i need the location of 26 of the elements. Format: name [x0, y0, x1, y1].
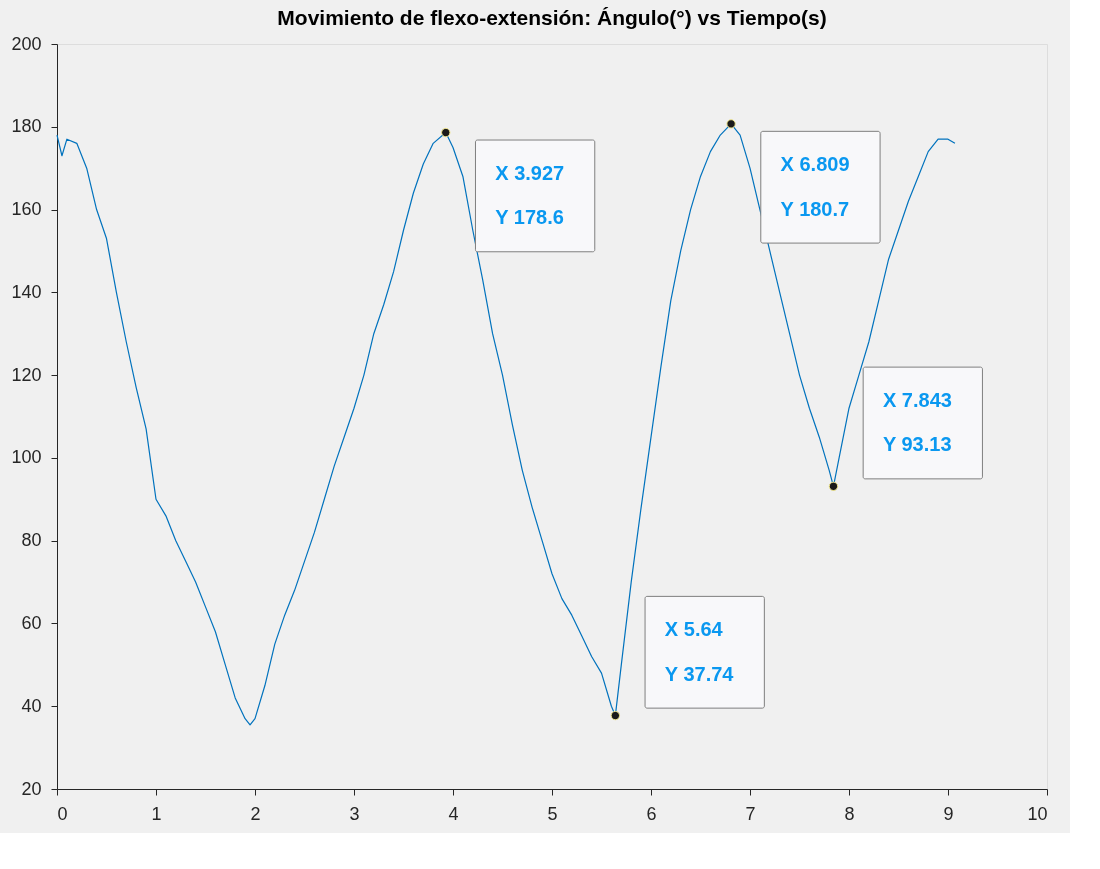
annotation: X 6.809 Y 180.7	[780, 152, 850, 220]
y-tick-label: 100	[11, 447, 42, 468]
y-tick-label: 140	[11, 281, 42, 302]
x-tick-label: 3	[349, 803, 360, 824]
x-tick-label: 8	[844, 803, 855, 824]
x-tick-label: 4	[448, 803, 459, 824]
y-tick-label: 40	[21, 695, 42, 716]
x-tick-label: 9	[943, 803, 954, 824]
x-tick-label: 6	[646, 803, 657, 824]
x-tick-label: 5	[547, 803, 558, 824]
annotation: X 3.927 Y 178.6	[495, 161, 565, 229]
y-tick-label: 80	[21, 530, 42, 551]
y-tick-label: 60	[21, 612, 42, 633]
x-tick-label: 1	[151, 803, 162, 824]
y-tick-label: 160	[11, 199, 42, 220]
x-tick-label: 7	[745, 803, 756, 824]
annotation: X 5.64 Y 37.74	[664, 617, 735, 685]
x-tick-label: 10	[1027, 803, 1048, 824]
x-tick-label: 0	[57, 803, 68, 824]
y-tick-label: 120	[11, 364, 42, 385]
x-tick-label: 2	[250, 803, 261, 824]
y-tick-label: 20	[21, 778, 42, 799]
y-tick-label: 200	[11, 33, 42, 54]
chart-title: Movimiento de flexo-extensión: Ángulo(°) vs Tiempo(s)	[277, 6, 827, 29]
annotation: X 7.843 Y 93.13	[882, 388, 952, 456]
y-tick-label: 180	[11, 116, 42, 137]
